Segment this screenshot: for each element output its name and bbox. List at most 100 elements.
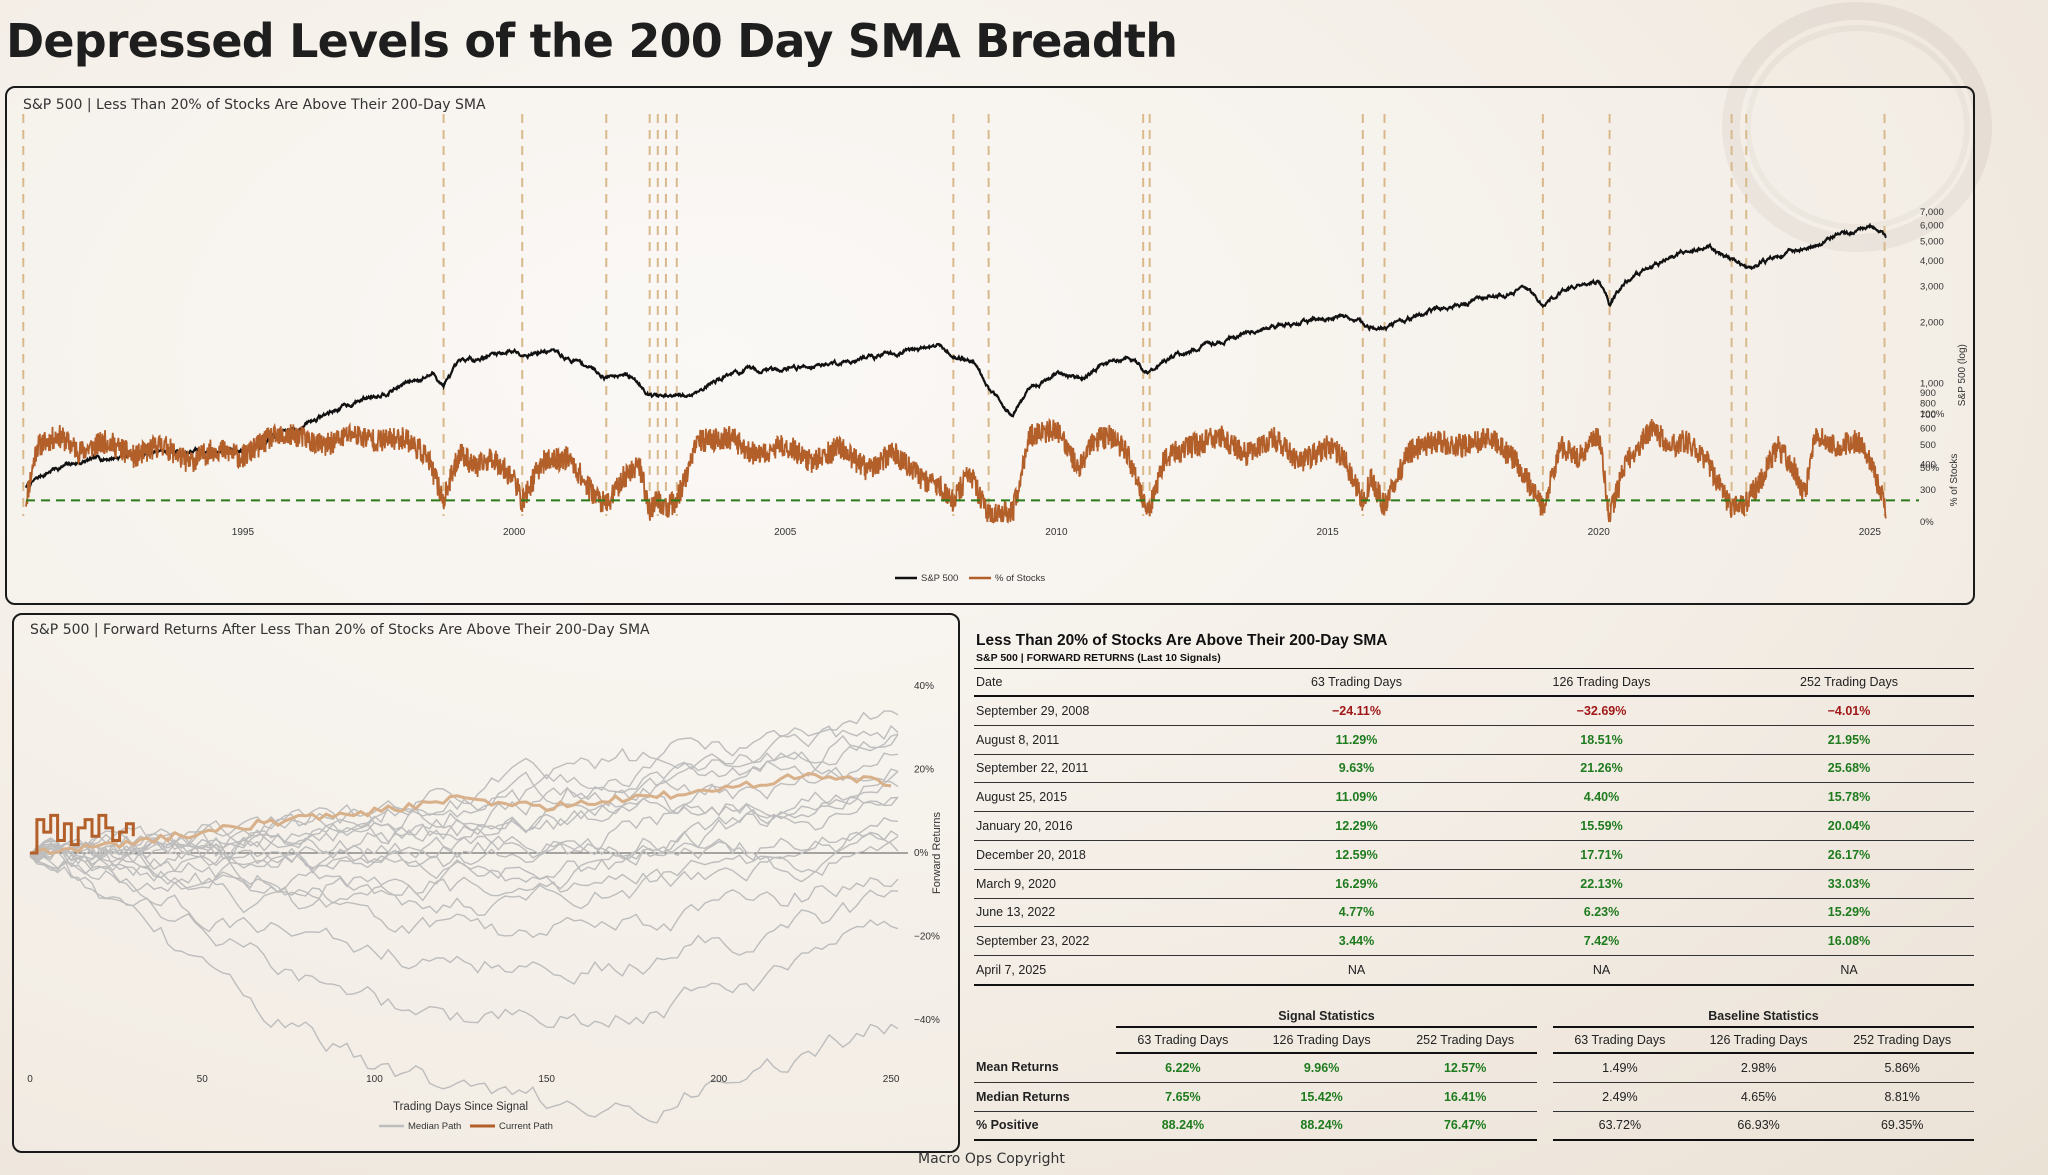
signal-statistics-header: Signal Statistics: [1116, 1005, 1537, 1028]
signal-date-cell: September 22, 2011: [974, 754, 1234, 784]
signal-stat-cell: 76.47%: [1393, 1111, 1537, 1142]
statistics-table: Signal Statistics Baseline Statistics 63…: [974, 1005, 1974, 1142]
return-value-cell: 17.71%: [1479, 840, 1724, 870]
spx-axis-tick-label: 5,000: [1920, 236, 1944, 247]
logo-watermark-inner-icon: [1745, 25, 1970, 230]
signal-stat-cell: 88.24%: [1249, 1111, 1394, 1142]
signal-stat-cell: 7.65%: [1116, 1082, 1250, 1112]
signal-path-line: [29, 780, 899, 870]
signal-date-cell: September 29, 2008: [974, 696, 1234, 726]
return-value-cell: 3.44%: [1234, 926, 1479, 957]
page-title: Depressed Levels of the 200 Day SMA Brea…: [6, 14, 1178, 68]
col-header-63: 63 Trading Days: [1234, 668, 1479, 697]
return-value-cell: 11.09%: [1234, 782, 1479, 813]
signal-path-line: [29, 845, 899, 939]
legend-spx-label: S&P 500: [921, 573, 958, 584]
forward-returns-title: S&P 500 | Forward Returns After Less Tha…: [30, 622, 650, 638]
breadth-chart-title: S&P 500 | Less Than 20% of Stocks Are Ab…: [23, 97, 486, 113]
col-header-date: Date: [974, 668, 1234, 697]
spx-axis-tick-label: 3,000: [1920, 282, 1944, 293]
table-row: September 22, 2011 9.63% 21.26% 25.68%: [974, 754, 1974, 784]
stats-group-row: Signal Statistics Baseline Statistics: [974, 1005, 1974, 1028]
return-value-cell: NA: [1234, 955, 1479, 986]
table-title: Less Than 20% of Stocks Are Above Their …: [976, 632, 1388, 649]
signal-stat-cell: 9.96%: [1249, 1052, 1394, 1083]
signal-date-cell: April 7, 2025: [974, 955, 1234, 986]
signal-stat-cell: 88.24%: [1116, 1111, 1250, 1142]
signal-path-line: [29, 837, 899, 985]
return-value-cell: 15.78%: [1724, 782, 1974, 813]
breadth-axis-tick-label: 50%: [1920, 463, 1940, 474]
spx-axis-tick-label: 600: [1920, 424, 1936, 435]
spx-axis-tick-label: 1,000: [1920, 379, 1944, 390]
x-tick-label: 2005: [774, 527, 797, 538]
return-value-cell: 12.59%: [1234, 840, 1479, 870]
x-tick-label: 1995: [232, 527, 255, 538]
baseline-stat-cell: 2.49%: [1552, 1082, 1687, 1112]
breadth-axis-tick-label: 100%: [1920, 409, 1945, 420]
return-value-cell: 16.29%: [1234, 869, 1479, 899]
y-tick-label: −20%: [914, 932, 940, 943]
median-path-line: [29, 771, 892, 855]
x-tick-label: 100: [366, 1074, 383, 1085]
spx-axis-tick-label: 2,000: [1920, 317, 1944, 328]
x-tick-label: 2015: [1316, 527, 1339, 538]
signal-path-line: [29, 852, 899, 1029]
table-row: September 23, 2022 3.44% 7.42% 16.08%: [974, 926, 1974, 957]
stats-row-label: Median Returns: [974, 1082, 1116, 1112]
return-value-cell: 16.08%: [1724, 926, 1974, 957]
x-tick-label: 0: [27, 1074, 33, 1085]
return-value-cell: 21.95%: [1724, 725, 1974, 755]
col-header-126: 126 Trading Days: [1479, 668, 1724, 697]
stats-row: Mean Returns 6.22% 9.96% 12.57% 1.49% 2.98% 5.…: [974, 1052, 1974, 1083]
breadth-axis-tick-label: 0%: [1920, 517, 1934, 528]
y-tick-label: −40%: [914, 1015, 940, 1026]
x-tick-label: 200: [711, 1074, 728, 1085]
returns-tables: Less Than 20% of Stocks Are Above Their …: [974, 628, 1974, 1142]
breadth-chart-panel: S&P 500 | Less Than 20% of Stocks Are Ab…: [5, 86, 1975, 605]
legend-breadth-label: % of Stocks: [995, 573, 1045, 584]
spx-axis-tick-label: 700: [1920, 410, 1936, 421]
forward-returns-table: Date 63 Trading Days 126 Trading Days 25…: [974, 668, 1974, 986]
return-value-cell: 7.42%: [1479, 926, 1724, 957]
breadth-axis-label: % of Stocks: [1949, 454, 1960, 507]
signal-stat-cell: 12.57%: [1393, 1052, 1537, 1083]
return-value-cell: 33.03%: [1724, 869, 1974, 899]
return-value-cell: 20.04%: [1724, 811, 1974, 841]
spx-axis-tick-label: 6,000: [1920, 220, 1944, 231]
x-tick-label: 250: [883, 1074, 900, 1085]
spx-axis-tick-label: 4,000: [1920, 256, 1944, 267]
table-subtitle: S&P 500 | FORWARD RETURNS (Last 10 Signa…: [976, 652, 1221, 664]
spx-axis-label: S&P 500 (log): [1957, 344, 1968, 406]
spx-axis-tick-label: 900: [1920, 388, 1936, 399]
signal-path-line: [29, 770, 899, 863]
table-row: August 25, 2015 11.09% 4.40% 15.78%: [974, 782, 1974, 813]
signal-path-line: [29, 836, 899, 902]
legend-median-label: Median Path: [408, 1121, 461, 1132]
signal-stat-cell: 15.42%: [1249, 1082, 1394, 1112]
stats-col-header: 252 Trading Days: [1393, 1026, 1537, 1054]
signal-path-line: [29, 751, 899, 857]
baseline-stat-cell: 4.65%: [1686, 1082, 1831, 1112]
y-axis-label: Forward Returns: [931, 812, 943, 894]
baseline-stat-cell: 69.35%: [1830, 1111, 1974, 1142]
spx-axis-tick-label: 7,000: [1920, 207, 1944, 218]
return-value-cell: 12.29%: [1234, 811, 1479, 841]
col-header-252: 252 Trading Days: [1724, 668, 1974, 697]
signal-date-cell: August 8, 2011: [974, 725, 1234, 755]
stats-col-header: 252 Trading Days: [1830, 1026, 1974, 1054]
stats-col-header: 63 Trading Days: [1552, 1026, 1687, 1054]
return-value-cell: −24.11%: [1234, 696, 1479, 726]
stats-col-header: 126 Trading Days: [1686, 1026, 1831, 1054]
baseline-stat-cell: 5.86%: [1830, 1052, 1974, 1083]
signal-date-cell: January 20, 2016: [974, 811, 1234, 841]
signal-date-cell: December 20, 2018: [974, 840, 1234, 870]
stats-gap-cell: [1537, 1053, 1553, 1082]
stats-row: % Positive 88.24% 88.24% 76.47% 63.72% 66.93%…: [974, 1111, 1974, 1142]
forward-returns-panel: S&P 500 | Forward Returns After Less Tha…: [12, 613, 960, 1153]
stats-columns-row: 63 Trading Days 126 Trading Days 252 Tra…: [974, 1026, 1974, 1054]
signal-path-line: [29, 816, 899, 900]
return-value-cell: NA: [1479, 955, 1724, 986]
x-tick-label: 2010: [1045, 527, 1068, 538]
baseline-stat-cell: 66.93%: [1686, 1111, 1831, 1142]
